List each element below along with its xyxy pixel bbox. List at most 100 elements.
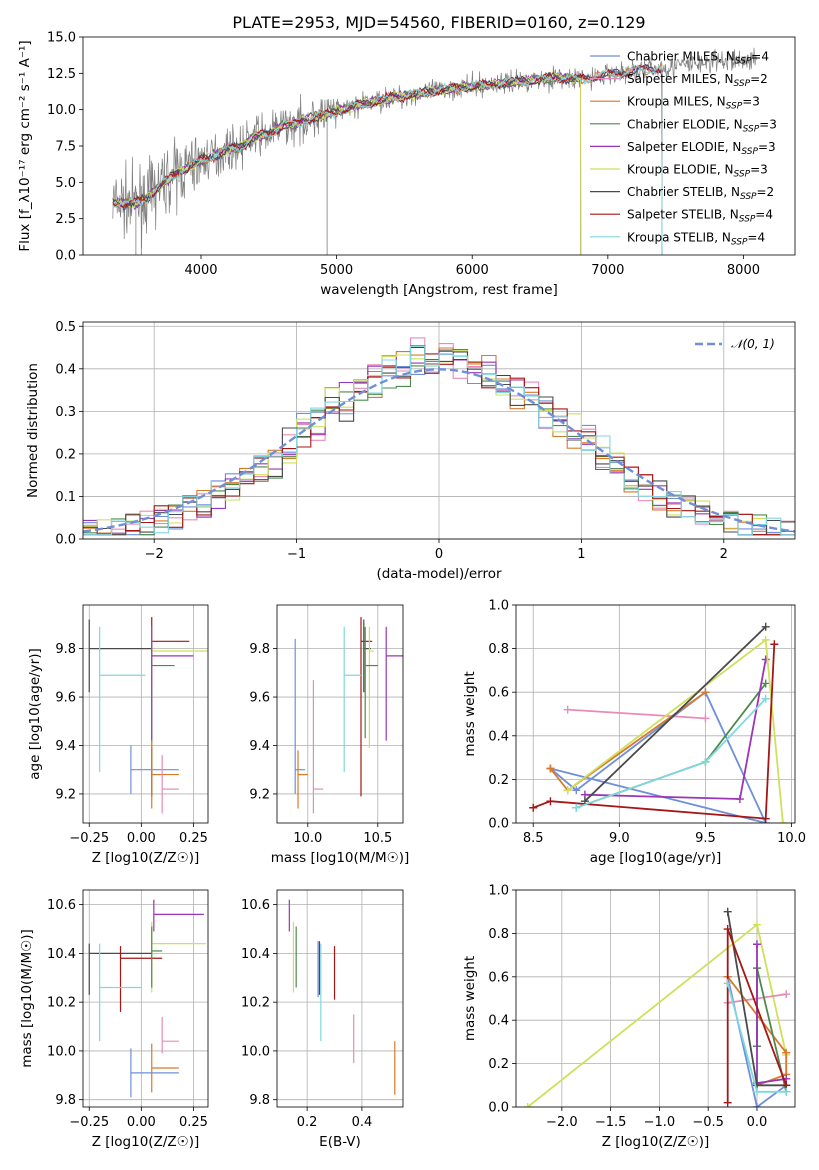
- weight-marker: [782, 1048, 791, 1057]
- weight-marker: [778, 819, 787, 823]
- y-tick-label: 0.4: [488, 1014, 509, 1029]
- errorbar-point: [312, 680, 324, 814]
- weight-line: [567, 708, 706, 720]
- x-tick-label: −0.25: [69, 831, 109, 846]
- x-axis-label: wavelength [Angstrom, rest frame]: [320, 282, 558, 298]
- weight-marker: [723, 979, 732, 988]
- weight-series: [523, 920, 791, 1107]
- legend-label: Salpeter MILES, NSSP=2: [627, 72, 768, 89]
- weight-line: [584, 659, 767, 800]
- legend-label: Chabrier MILES, NSSP=4: [627, 50, 769, 67]
- y-tick-label: 10.6: [47, 898, 76, 913]
- weight-marker: [782, 990, 791, 999]
- errorbar-point: [119, 946, 163, 1012]
- errorbar-point: [161, 755, 179, 814]
- weight-marker: [782, 1087, 791, 1096]
- weight-series: [723, 979, 791, 1096]
- y-tick-label: 9.2: [55, 787, 76, 802]
- y-tick-label: 9.2: [249, 787, 270, 802]
- errorbar-point: [151, 626, 208, 748]
- y-tick-label: 10.6: [241, 898, 270, 913]
- x-tick-label: −0.5: [692, 1115, 724, 1130]
- errorbar-point: [130, 745, 179, 794]
- weight-line: [575, 698, 767, 809]
- weight-series: [563, 635, 787, 823]
- weight-marker: [761, 694, 770, 703]
- weight-marker: [770, 640, 779, 649]
- weight-marker: [563, 786, 572, 795]
- y-tick-label: 15.0: [47, 31, 76, 46]
- x-tick-label: 0.0: [747, 1115, 768, 1130]
- x-tick-label: −1.0: [644, 1115, 676, 1130]
- panel-age-vs-Z: −0.25 0.00 0.25 9.2 9.4 9.6 9.8 Z [log10(Z/Z☉)]…: [27, 604, 209, 866]
- y-tick-label: 0.2: [488, 1057, 509, 1072]
- y-tick-label: 12.5: [47, 67, 76, 82]
- weight-marker: [752, 920, 761, 929]
- weight-marker: [723, 925, 732, 934]
- x-tick-label: 0.00: [127, 1115, 156, 1130]
- x-axis-label: mass [log10(M/M☉)]: [271, 850, 410, 866]
- weight-marker: [735, 795, 744, 804]
- y-tick-label: 0.0: [55, 533, 76, 548]
- y-tick-label: 0.5: [55, 320, 76, 335]
- normal-curve: [83, 368, 795, 533]
- panel-weight-vs-age: 8.5 9.0 9.5 10.0 0.0 0.2 0.4 0.6 0.8 1.0 age [log1…: [462, 599, 806, 867]
- y-axis-label: mass [log10(M/M☉)]: [19, 929, 35, 1068]
- y-axis-label: Normed distribution: [25, 363, 41, 498]
- plot-area: [112, 47, 758, 255]
- errorbar-point: [364, 626, 378, 739]
- x-tick-label: 4000: [184, 263, 217, 278]
- errorbar-point: [130, 1048, 179, 1098]
- x-tick-label: −1.5: [595, 1115, 627, 1130]
- weight-marker: [752, 1087, 761, 1096]
- y-tick-label: 0.8: [488, 642, 509, 657]
- x-tick-label: −1: [287, 547, 306, 562]
- y-tick-label: 0.6: [488, 686, 509, 701]
- weight-marker: [752, 1103, 761, 1107]
- errorbar-point: [153, 899, 204, 932]
- grid: [277, 890, 403, 1107]
- errorbar-point: [151, 926, 163, 988]
- errorbar-point: [151, 626, 194, 741]
- weight-marker: [701, 757, 710, 766]
- y-tick-label: 10.0: [241, 1044, 270, 1059]
- weight-marker: [723, 907, 732, 916]
- plot-area: [83, 337, 795, 536]
- y-tick-label: 0.0: [488, 817, 509, 832]
- y-tick-label: 0.0: [55, 249, 76, 264]
- y-tick-label: 9.4: [55, 739, 76, 754]
- weight-marker: [761, 635, 770, 644]
- weight-line: [527, 923, 788, 1107]
- weight-marker: [546, 797, 555, 806]
- y-tick-label: 5.0: [55, 176, 76, 191]
- plot-area: [529, 622, 787, 823]
- axes-frame: [82, 889, 209, 1108]
- errorbar-point: [368, 626, 374, 748]
- weight-marker: [529, 803, 538, 812]
- weight-series: [580, 655, 770, 804]
- plot-area: [523, 907, 791, 1107]
- y-tick-label: 10.2: [47, 996, 76, 1011]
- errorbar-point: [161, 1016, 179, 1054]
- weight-line: [532, 644, 776, 820]
- grid: [277, 605, 403, 823]
- weight-marker: [546, 764, 555, 773]
- axes-frame: [276, 604, 404, 824]
- y-tick-label: 9.8: [55, 642, 76, 657]
- weight-line: [584, 626, 767, 802]
- errorbar-point: [151, 921, 206, 993]
- y-tick-label: 9.6: [249, 691, 270, 706]
- y-tick-label: 9.8: [249, 1093, 270, 1108]
- x-tick-label: 5000: [320, 263, 353, 278]
- y-tick-label: 0.6: [488, 970, 509, 985]
- legend: Chabrier MILES, NSSP=4 Salpeter MILES, NS…: [590, 50, 777, 247]
- x-axis-label: age [log10(age/yr)]: [590, 850, 722, 866]
- figure-title: PLATE=2953, MJD=54560, FIBERID=0160, z=0…: [232, 13, 645, 32]
- plot-area: [294, 617, 403, 814]
- x-tick-label: −2: [145, 547, 164, 562]
- axes-frame: [276, 889, 404, 1108]
- axes-frame: [82, 604, 209, 824]
- x-tick-label: 9.0: [609, 831, 630, 846]
- errorbar-point: [99, 943, 142, 1042]
- x-tick-label: 0.00: [127, 831, 156, 846]
